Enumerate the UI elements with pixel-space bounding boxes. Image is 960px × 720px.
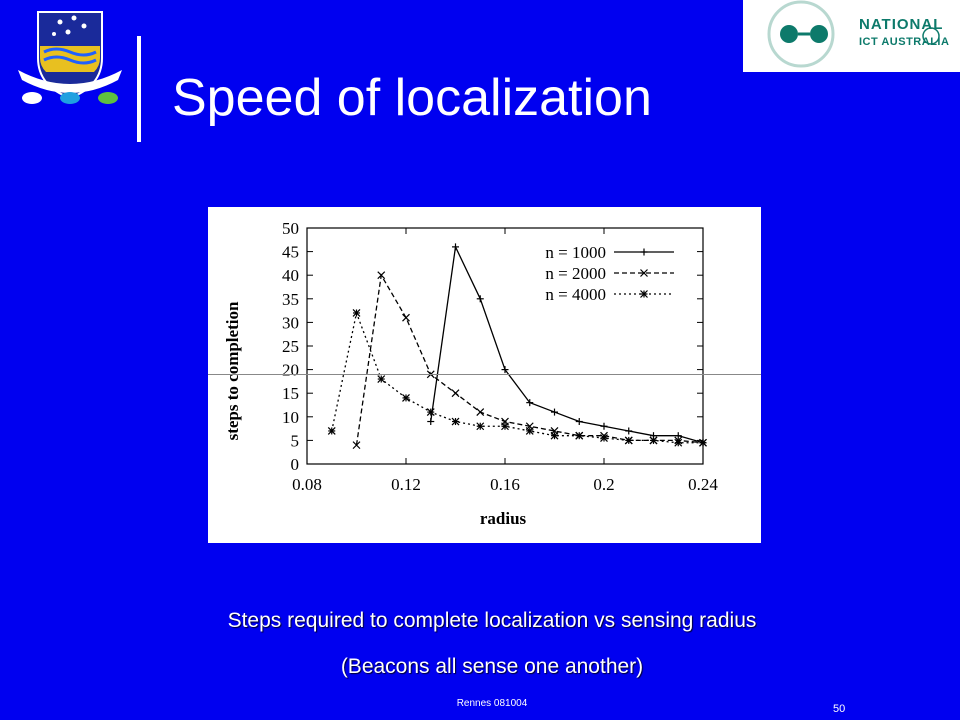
nicta-logo	[743, 0, 960, 72]
chart-panel: 0 5 10 15 20 25 30 35 40 45 50 0.08 0.12 0.16 0.2 0.24…	[208, 207, 761, 543]
x-axis-label: radius	[480, 509, 527, 528]
series-line-3	[331, 310, 703, 444]
data-point-series-3	[451, 417, 460, 426]
legend-entry-3: n = 4000	[545, 285, 606, 304]
y-tick-label: 10	[282, 408, 299, 427]
legend-marker-3	[640, 290, 648, 298]
y-tick-label: 5	[291, 431, 300, 450]
data-point-series-3	[575, 431, 584, 440]
series-line-1	[430, 244, 704, 444]
data-point-series-1	[551, 408, 558, 416]
slide-title: Speed of localization	[172, 69, 652, 127]
data-point-series-2	[377, 271, 386, 280]
data-point-series-3	[426, 408, 435, 417]
y-tick-label: 0	[291, 455, 300, 474]
x-tick-label: 0.2	[593, 475, 614, 494]
speed-of-localization-chart: 0 5 10 15 20 25 30 35 40 45 50 0.08 0.12 0.16 0.2 0.24…	[223, 219, 718, 528]
data-point-series-1	[427, 418, 435, 426]
data-point-series-3	[402, 393, 410, 402]
data-point-series-3	[550, 431, 559, 440]
y-tick-label: 35	[282, 290, 299, 309]
data-point-series-2	[402, 313, 410, 322]
caption-line-1: Steps required to complete localization …	[227, 609, 757, 632]
overlay-line	[208, 374, 761, 375]
y-tick-label: 25	[282, 337, 299, 356]
data-point-series-1	[575, 418, 583, 426]
data-point-series-1	[501, 366, 509, 374]
data-point-series-1	[526, 399, 534, 407]
data-point-series-3	[624, 436, 633, 445]
data-point-series-1	[476, 295, 484, 303]
data-point-series-2	[476, 408, 485, 417]
y-tick-label: 40	[282, 266, 299, 285]
legend-entry-1: n = 1000	[545, 243, 606, 262]
data-point-series-3	[476, 422, 485, 431]
page-number: 50	[833, 703, 846, 715]
title-divider	[137, 36, 141, 142]
legend-entry-2: n = 2000	[545, 264, 606, 283]
data-point-series-3	[525, 427, 534, 435]
nicta-logo-icon	[767, 0, 940, 68]
series-line-2	[355, 273, 704, 446]
data-point-series-2	[451, 389, 460, 398]
y-tick-label: 30	[282, 313, 299, 332]
y-tick-label: 45	[282, 243, 299, 262]
x-tick-label: 0.08	[292, 475, 322, 494]
plot-frame	[306, 227, 704, 465]
data-point-series-3	[600, 434, 608, 442]
y-axis-label: steps to completion	[223, 301, 242, 440]
legend-marker-1	[640, 248, 648, 256]
data-point-series-1	[600, 422, 608, 430]
data-point-series-3	[649, 436, 658, 445]
data-point-series-3	[352, 309, 361, 317]
data-point-series-3	[327, 427, 336, 435]
legend-marker-2	[640, 269, 648, 277]
x-tick-label: 0.12	[391, 475, 421, 494]
footer-text: Rennes 081004	[456, 698, 528, 709]
caption-line-2: (Beacons all sense one another)	[340, 655, 644, 678]
y-tick-label: 20	[282, 361, 299, 380]
university-crest-icon	[18, 11, 122, 104]
data-point-series-2	[352, 441, 361, 450]
data-point-series-1	[674, 432, 682, 440]
data-point-series-3	[377, 375, 386, 383]
y-tick-label: 50	[282, 219, 299, 238]
x-tick-label: 0.16	[490, 475, 520, 494]
x-tick-label: 0.24	[688, 475, 718, 494]
nicta-logo-line1: NATIONAL	[859, 16, 944, 33]
data-point-series-1	[625, 427, 633, 435]
nicta-logo-line2: ICT AUSTRALIA	[859, 36, 950, 48]
data-point-series-1	[452, 243, 459, 251]
data-point-series-3	[501, 422, 509, 431]
y-tick-label: 15	[282, 384, 299, 403]
data-point-series-3	[674, 438, 683, 447]
